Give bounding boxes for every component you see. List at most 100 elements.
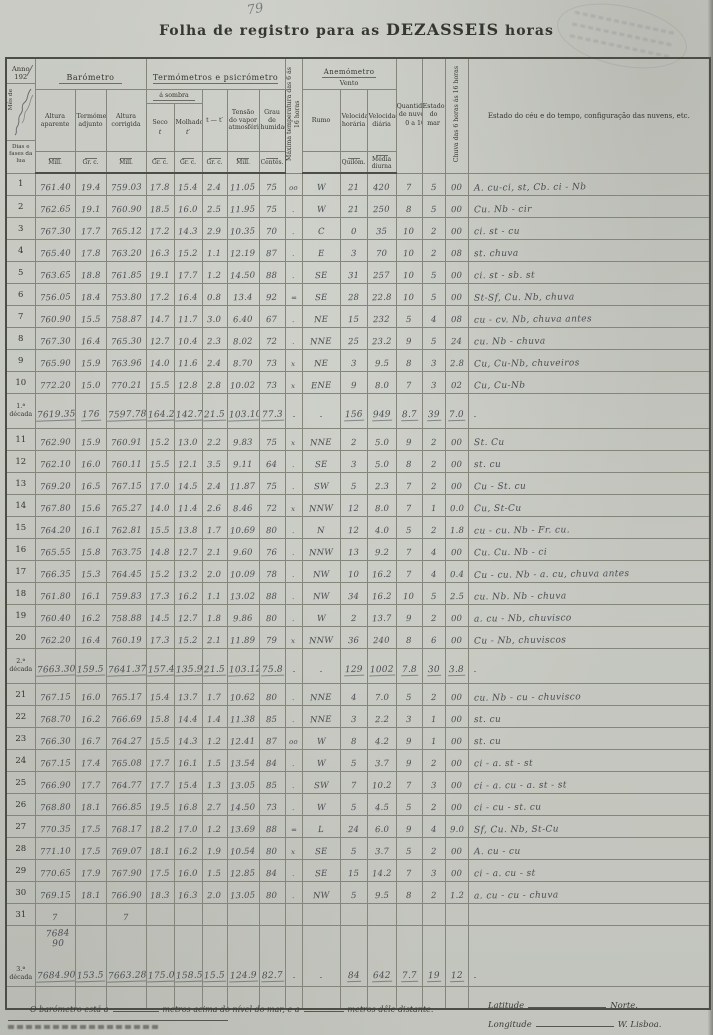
cell-estado-ceu: st. chuva	[467, 239, 711, 262]
cell-t-t: 2.1	[201, 538, 228, 561]
cell-tensao: 13.54	[226, 749, 260, 772]
cell-grau-humidade: 80	[258, 837, 286, 860]
cell-nuvens: 5	[395, 683, 423, 706]
cell-seco: 15.5	[145, 450, 175, 473]
cell-rumo: NNE	[301, 683, 341, 706]
cell-seco: 17.2	[145, 217, 175, 240]
cell-velocidade-horaria-total: 84	[339, 925, 368, 987]
cell-seco: 18.5	[145, 195, 175, 218]
cell-grau-humidade: 72	[258, 494, 286, 517]
cell-molhado-total: 158.5	[173, 925, 203, 987]
cell-altura-aparente: 763.65	[34, 261, 76, 284]
cell-termometro-adjunto: 16.0	[74, 683, 107, 706]
cell-t-t: 2.1	[201, 626, 228, 649]
day-number: 6	[5, 283, 36, 306]
cell-estado-mar: 2	[421, 450, 446, 473]
decade-totals-row: 3.ª década 7684 90 7684.90 153.5 7663.28 …	[5, 925, 711, 987]
cell-grau-humidade: 88	[258, 261, 286, 284]
cell-velocidade-diaria: 8.0	[366, 494, 397, 517]
cell-grau-humidade: 75	[258, 472, 286, 495]
cell-altura-aparente: 765.55	[34, 538, 76, 561]
cell-velocidade-diaria: 4.0	[366, 516, 397, 539]
cell-nuvens: 10	[395, 239, 423, 262]
cell-altura-corrigida: 765.08	[105, 749, 147, 772]
cell-maxima-temperatura: .	[284, 472, 303, 495]
day-number: 5	[5, 261, 36, 284]
cell-altura-corrigida: 765.17	[105, 683, 147, 706]
day-number: 12	[5, 450, 36, 473]
cell-t-t: 1.7	[201, 683, 228, 706]
cell-altura-corrigida: 767.90	[105, 859, 147, 882]
cell-nuvens: 10	[395, 582, 423, 605]
cell-chuva: 00	[444, 195, 469, 218]
cell-estado-ceu: A. cu - cu	[467, 837, 711, 860]
cell-estado-ceu: ci. st - cu	[467, 217, 711, 240]
cell-estado-ceu: Cu. Nb - cir	[467, 195, 711, 218]
cell-seco-total: 157.4	[145, 648, 175, 684]
cell-rumo: L	[301, 815, 341, 838]
cell-estado-ceu: A. cu-ci, st, Cb. ci - Nb	[467, 172, 711, 196]
cell-seco: 18.1	[145, 837, 175, 860]
cell-molhado: 17.0	[173, 815, 203, 838]
cell-velocidade-diaria: 5.0	[366, 450, 397, 473]
cell-altura-aparente: 766.90	[34, 771, 76, 794]
table-row: 22 768.70 16.2 766.69 15.8 14.4 1.4 11.3…	[5, 705, 711, 728]
day-number: 8	[5, 327, 36, 350]
cell-nuvens: 7	[395, 771, 423, 794]
cell-chuva-total: 3.8	[444, 648, 469, 684]
cell-molhado: 11.7	[173, 305, 203, 328]
cell-seco: 14.0	[145, 494, 175, 517]
cell-chuva: 00	[444, 604, 469, 627]
cell-altura-corrigida: 763.96	[105, 349, 147, 372]
cell-altura-corrigida: 758.87	[105, 305, 147, 328]
cell-nuvens: 7	[395, 472, 423, 495]
cell-tensao: 13.05	[226, 881, 260, 904]
cell-velocidade-diaria: 250	[366, 195, 397, 218]
day-number: 31	[5, 903, 36, 926]
cell-grau-humidade: 88	[258, 815, 286, 838]
cell-molhado: 15.2	[173, 239, 203, 262]
day-number: 26	[5, 793, 36, 816]
cell-termometro-adjunto: 15.8	[74, 538, 107, 561]
day-number: 30	[5, 881, 36, 904]
cell-velocidade-diaria: 4.5	[366, 793, 397, 816]
cell-velocidade-diaria: 10.2	[366, 771, 397, 794]
cell-rumo-total	[301, 648, 341, 684]
cell-t-t: 0.8	[201, 283, 228, 306]
cell-tensao: 11.89	[226, 626, 260, 649]
blank-field	[528, 998, 607, 1008]
cell-grau-humidade: 88	[258, 582, 286, 605]
form-title: Folha de registro para as DEZASSEIS hora…	[0, 20, 713, 39]
barometer-group-header: Barómetro	[34, 57, 147, 90]
cell-estado-mar: 3	[421, 349, 446, 372]
day-number: 7	[5, 305, 36, 328]
cell-velocidade-diaria: 3.7	[366, 749, 397, 772]
cell-termometro-total: 159.5	[74, 648, 107, 684]
cell-estado-mar: 1	[421, 494, 446, 517]
cell-velocidade-horaria: 21	[339, 195, 368, 218]
cell-termometro-adjunto: 17.8	[74, 239, 107, 262]
cell-altura-aparente: 766.35	[34, 560, 76, 583]
cell-tensao-total: 103.10	[226, 393, 260, 429]
cell-molhado: 16.4	[173, 283, 203, 306]
cell-altura-corrigida: 753.80	[105, 283, 147, 306]
cell-t-t: 2.4	[201, 349, 228, 372]
cell-nuvens: 9	[395, 727, 423, 750]
cell-grau-humidade: 73	[258, 793, 286, 816]
cell-seco: 17.3	[145, 582, 175, 605]
cell-t-t: 1.7	[201, 516, 228, 539]
cell-nuvens: 10	[395, 283, 423, 306]
cell-t-t: 2.4	[201, 472, 228, 495]
table-row: 31 7 7	[5, 903, 711, 926]
cell-termometro-adjunto: 16.0	[74, 450, 107, 473]
humidity-degree-header: Grau de humidade	[258, 89, 286, 152]
cell-altura-corrigida: 770.21	[105, 371, 147, 394]
cell-seco: 18.2	[145, 815, 175, 838]
table-row: 29 770.65 17.9 767.90 17.5 16.0 1.5 12.8…	[5, 859, 711, 882]
day-number: 17	[5, 560, 36, 583]
cell-t-t: 2.4	[201, 172, 228, 196]
cell-velocidade-diaria: 4.2	[366, 727, 397, 750]
cell-estado-mar-total: 30	[421, 648, 446, 684]
cell-rumo: NNE	[301, 327, 341, 350]
cell-seco: 15.8	[145, 705, 175, 728]
